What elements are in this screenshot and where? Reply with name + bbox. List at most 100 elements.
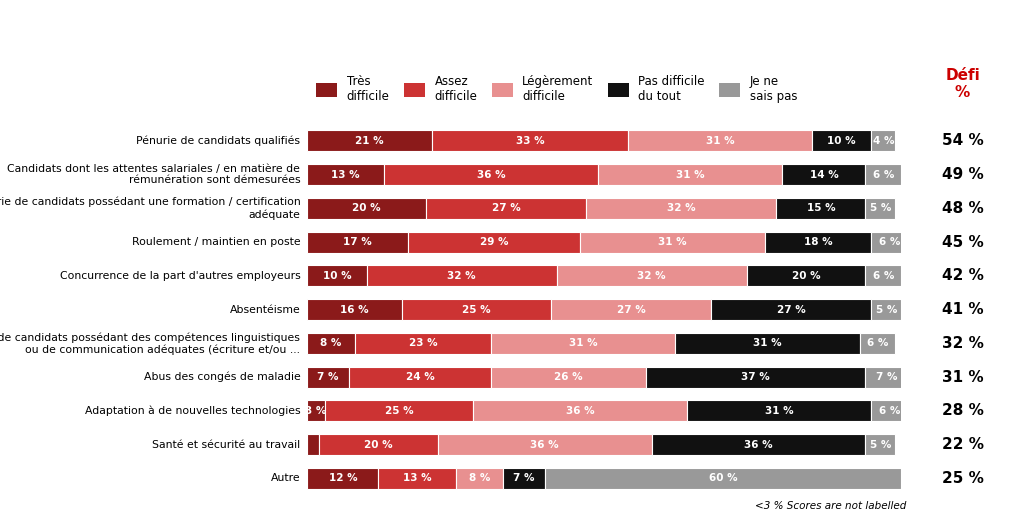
Bar xyxy=(865,367,907,388)
Text: 20 %: 20 % xyxy=(352,203,381,213)
Text: 27 %: 27 % xyxy=(616,304,645,315)
Text: 5 %: 5 % xyxy=(869,440,891,450)
Text: 32 %: 32 % xyxy=(942,336,983,351)
Bar xyxy=(307,164,384,185)
Text: 32 %: 32 % xyxy=(637,271,666,281)
Bar xyxy=(307,400,325,422)
Text: 24 %: 24 % xyxy=(406,372,434,382)
Text: 20 %: 20 % xyxy=(365,440,393,450)
Bar xyxy=(865,265,901,286)
Bar xyxy=(865,198,895,219)
Bar xyxy=(628,130,812,151)
Bar xyxy=(409,232,581,252)
Bar xyxy=(871,232,907,252)
Bar xyxy=(687,400,871,422)
Text: 6 %: 6 % xyxy=(879,237,900,247)
Bar xyxy=(402,299,551,320)
Text: 60 %: 60 % xyxy=(709,474,737,483)
Text: 31 %: 31 % xyxy=(765,406,794,416)
Text: 41 %: 41 % xyxy=(942,302,983,317)
Text: 10 %: 10 % xyxy=(323,271,351,281)
Bar xyxy=(307,198,426,219)
Text: 31 %: 31 % xyxy=(569,338,598,348)
Text: 31 %: 31 % xyxy=(754,338,781,348)
Text: 10 %: 10 % xyxy=(827,136,856,146)
Bar xyxy=(871,400,907,422)
Text: 7 %: 7 % xyxy=(513,474,535,483)
Bar xyxy=(492,367,646,388)
Bar xyxy=(307,434,319,455)
Text: 25 %: 25 % xyxy=(462,304,490,315)
Bar xyxy=(367,265,557,286)
Bar xyxy=(307,367,349,388)
Text: 5 %: 5 % xyxy=(869,203,891,213)
Bar xyxy=(473,400,687,422)
Text: 7 %: 7 % xyxy=(317,372,339,382)
Text: 25 %: 25 % xyxy=(385,406,414,416)
Bar xyxy=(871,130,895,151)
Text: 31 %: 31 % xyxy=(706,136,734,146)
Bar xyxy=(776,198,865,219)
Text: <3 % Scores are not labelled: <3 % Scores are not labelled xyxy=(755,501,906,511)
Bar xyxy=(307,265,367,286)
Bar xyxy=(319,434,438,455)
Text: 32 %: 32 % xyxy=(667,203,695,213)
Text: 8 %: 8 % xyxy=(321,338,342,348)
Text: 36 %: 36 % xyxy=(566,406,595,416)
Text: 33 %: 33 % xyxy=(516,136,544,146)
Bar xyxy=(349,367,492,388)
Text: 25 %: 25 % xyxy=(942,471,983,486)
Bar xyxy=(646,367,865,388)
Bar xyxy=(587,198,776,219)
Text: 32 %: 32 % xyxy=(447,271,476,281)
Bar xyxy=(651,434,865,455)
Bar xyxy=(812,130,871,151)
Bar xyxy=(865,164,901,185)
Text: 36 %: 36 % xyxy=(744,440,773,450)
Bar xyxy=(865,434,895,455)
Text: 4 %: 4 % xyxy=(872,136,894,146)
Bar xyxy=(581,232,765,252)
Text: 36 %: 36 % xyxy=(530,440,559,450)
Text: 54 %: 54 % xyxy=(942,133,983,148)
Bar xyxy=(859,333,895,354)
Bar xyxy=(307,333,354,354)
Text: 20 %: 20 % xyxy=(792,271,820,281)
Bar xyxy=(438,434,651,455)
Text: 37 %: 37 % xyxy=(741,372,770,382)
Text: 8 %: 8 % xyxy=(469,474,490,483)
Bar xyxy=(307,232,409,252)
Text: 6 %: 6 % xyxy=(872,169,894,180)
Text: 31 %: 31 % xyxy=(658,237,687,247)
Text: 27 %: 27 % xyxy=(777,304,806,315)
Text: 18 %: 18 % xyxy=(804,237,833,247)
Text: 28 %: 28 % xyxy=(942,404,983,418)
Bar xyxy=(492,333,676,354)
Text: 29 %: 29 % xyxy=(480,237,509,247)
Bar xyxy=(871,299,901,320)
Text: 6 %: 6 % xyxy=(866,338,888,348)
Text: 6 %: 6 % xyxy=(872,271,894,281)
Bar xyxy=(379,468,456,489)
Bar xyxy=(307,468,379,489)
Text: 5 %: 5 % xyxy=(876,304,897,315)
Text: 14 %: 14 % xyxy=(810,169,839,180)
Text: 26 %: 26 % xyxy=(554,372,583,382)
Text: 27 %: 27 % xyxy=(492,203,520,213)
Bar xyxy=(598,164,782,185)
Bar xyxy=(551,299,711,320)
Text: 23 %: 23 % xyxy=(409,338,437,348)
Text: 3 %: 3 % xyxy=(305,406,327,416)
Bar xyxy=(432,130,628,151)
Text: 15 %: 15 % xyxy=(807,203,836,213)
Text: Défi
%: Défi % xyxy=(945,68,980,100)
Text: 49 %: 49 % xyxy=(942,167,983,182)
Bar xyxy=(426,198,587,219)
Text: 13 %: 13 % xyxy=(332,169,360,180)
Bar xyxy=(325,400,473,422)
Text: 13 %: 13 % xyxy=(402,474,431,483)
Bar xyxy=(307,130,432,151)
Text: 7 %: 7 % xyxy=(876,372,897,382)
Bar xyxy=(711,299,871,320)
Text: 45 %: 45 % xyxy=(942,235,983,250)
